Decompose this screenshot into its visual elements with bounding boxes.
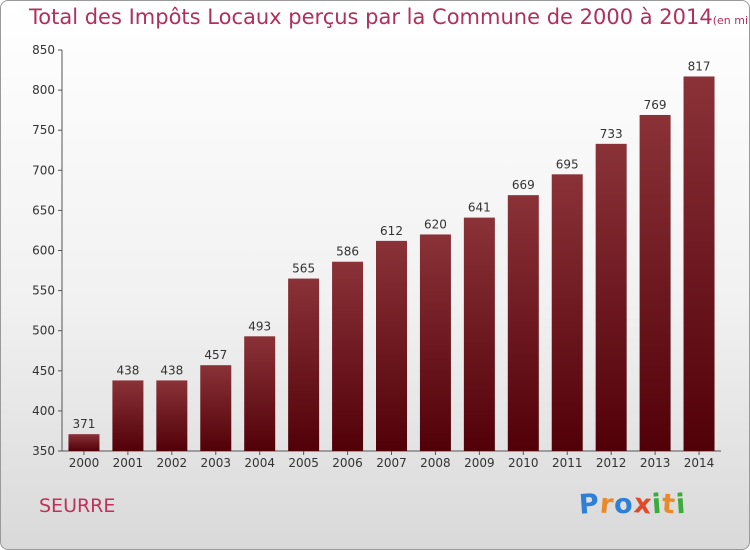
x-tick-label-2000: 2000 xyxy=(69,456,100,470)
y-tick-label: 400 xyxy=(32,404,55,418)
data-label-2008: 620 xyxy=(424,217,447,231)
logo-letter: i xyxy=(675,488,688,521)
x-tick-label-2007: 2007 xyxy=(376,456,407,470)
bar-2013 xyxy=(639,114,671,451)
data-label-2003: 457 xyxy=(204,348,227,362)
bar-2010 xyxy=(507,195,539,451)
x-tick-label-2010: 2010 xyxy=(508,456,539,470)
chart-title-block: Total des Impôts Locaux perçus par la Co… xyxy=(29,5,749,29)
y-tick-label: 750 xyxy=(32,123,55,137)
x-tick-label-2011: 2011 xyxy=(552,456,583,470)
commune-name: SEURRE xyxy=(39,495,116,517)
bar-2000 xyxy=(68,434,100,451)
data-label-2014: 817 xyxy=(688,59,711,73)
x-tick-label-2013: 2013 xyxy=(640,456,671,470)
bar-2007 xyxy=(376,240,407,451)
bar-2008 xyxy=(419,234,451,451)
data-label-2007: 612 xyxy=(380,224,403,238)
y-axis: 350 400 450 500 550 600 650 700 750 800 850 xyxy=(32,43,63,458)
y-tick-label: 550 xyxy=(32,284,55,298)
data-label-2012: 733 xyxy=(600,127,623,141)
y-tick-label: 500 xyxy=(32,324,55,338)
x-tick-label-2002: 2002 xyxy=(157,456,188,470)
x-tick-label-2012: 2012 xyxy=(596,456,627,470)
y-tick-label: 800 xyxy=(32,83,55,97)
data-label-2009: 641 xyxy=(468,201,491,215)
chart-subtitle: (en milliers d'€) xyxy=(712,14,749,27)
x-tick-label-2009: 2009 xyxy=(464,456,495,470)
x-tick-label-2008: 2008 xyxy=(420,456,451,470)
bar-2001 xyxy=(112,380,144,451)
x-tick-label-2006: 2006 xyxy=(332,456,363,470)
y-tick-label: 650 xyxy=(32,203,55,217)
y-tick-label: 850 xyxy=(32,43,55,57)
x-axis: 2000 2001 2002 2003 2004 2005 2006 2007 2008 2009… xyxy=(62,450,721,470)
logo-letter: P xyxy=(577,488,601,521)
x-tick-label-2001: 2001 xyxy=(113,456,144,470)
bars: 371 438 438 457 493 565 586 612 620 641 669 695 733 7… xyxy=(68,59,715,452)
x-tick-label-2005: 2005 xyxy=(288,456,319,470)
bar-2014 xyxy=(683,76,715,451)
data-label-2001: 438 xyxy=(116,363,139,377)
y-tick-label: 450 xyxy=(32,364,55,378)
bar-2011 xyxy=(551,174,583,451)
x-tick-label-2003: 2003 xyxy=(200,456,231,470)
data-label-2004: 493 xyxy=(248,319,271,333)
proxiti-logo: Proxiti xyxy=(577,488,688,521)
bar-2003 xyxy=(200,365,232,451)
data-label-2013: 769 xyxy=(644,98,667,112)
logo-letter: o xyxy=(613,488,635,521)
y-tick-label: 700 xyxy=(32,163,55,177)
chart-title: Total des Impôts Locaux perçus par la Co… xyxy=(29,5,713,29)
bar-2009 xyxy=(463,217,495,451)
y-tick-label: 600 xyxy=(32,244,55,258)
y-tick-label: 350 xyxy=(32,444,55,458)
data-label-2000: 371 xyxy=(73,417,96,431)
data-label-2002: 438 xyxy=(160,363,183,377)
data-label-2011: 695 xyxy=(556,157,579,171)
bar-2012 xyxy=(595,143,627,452)
data-label-2010: 669 xyxy=(512,178,535,192)
x-tick-label-2014: 2014 xyxy=(684,456,715,470)
bar-2002 xyxy=(156,380,188,451)
bar-2004 xyxy=(244,336,276,451)
bar-2005 xyxy=(288,278,320,451)
data-label-2005: 565 xyxy=(292,262,315,276)
data-label-2006: 586 xyxy=(336,245,359,259)
bar-2006 xyxy=(332,261,364,451)
x-tick-label-2004: 2004 xyxy=(244,456,275,470)
